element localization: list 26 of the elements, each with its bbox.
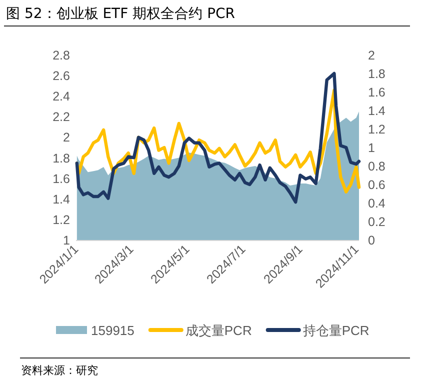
y2-tick-label: 0.4 (368, 196, 386, 210)
chart-title: 图 52：创业板 ETF 期权全合约 PCR (6, 6, 236, 22)
y2-tick-label: 1.4 (368, 104, 386, 118)
y2-tick-label: 1.8 (368, 67, 386, 81)
y-tick-label: 2.6 (52, 69, 70, 84)
y-tick-label: 2.4 (52, 90, 70, 104)
y-tick-label: 2.8 (52, 48, 70, 62)
y2-tick-label: 0.2 (368, 215, 386, 229)
legend-label: 159915 (91, 323, 134, 338)
y-tick-label: 1.8 (52, 151, 70, 166)
y-tick-label: 1.6 (52, 172, 70, 186)
y-tick-label: 1.4 (52, 192, 70, 206)
y-tick-label: 2 (63, 130, 70, 145)
y-tick-label: 2.2 (52, 110, 70, 124)
y2-tick-label: 2 (368, 48, 375, 62)
y2-tick-label: 0 (368, 234, 375, 248)
text: 资料来源：研究 (21, 364, 98, 377)
y2-tick-label: 1.6 (368, 86, 386, 100)
y-tick-label: 1 (63, 234, 70, 248)
y2-tick-label: 0.8 (368, 160, 386, 174)
y2-tick-label: 1 (368, 141, 375, 155)
legend-label: 成交量PCR (185, 323, 252, 338)
y2-tick-label: 1.2 (368, 122, 386, 136)
y-tick-label: 1.2 (52, 212, 70, 227)
legend-label: 持仓量PCR (302, 323, 370, 338)
y2-tick-label: 0.6 (368, 178, 386, 192)
